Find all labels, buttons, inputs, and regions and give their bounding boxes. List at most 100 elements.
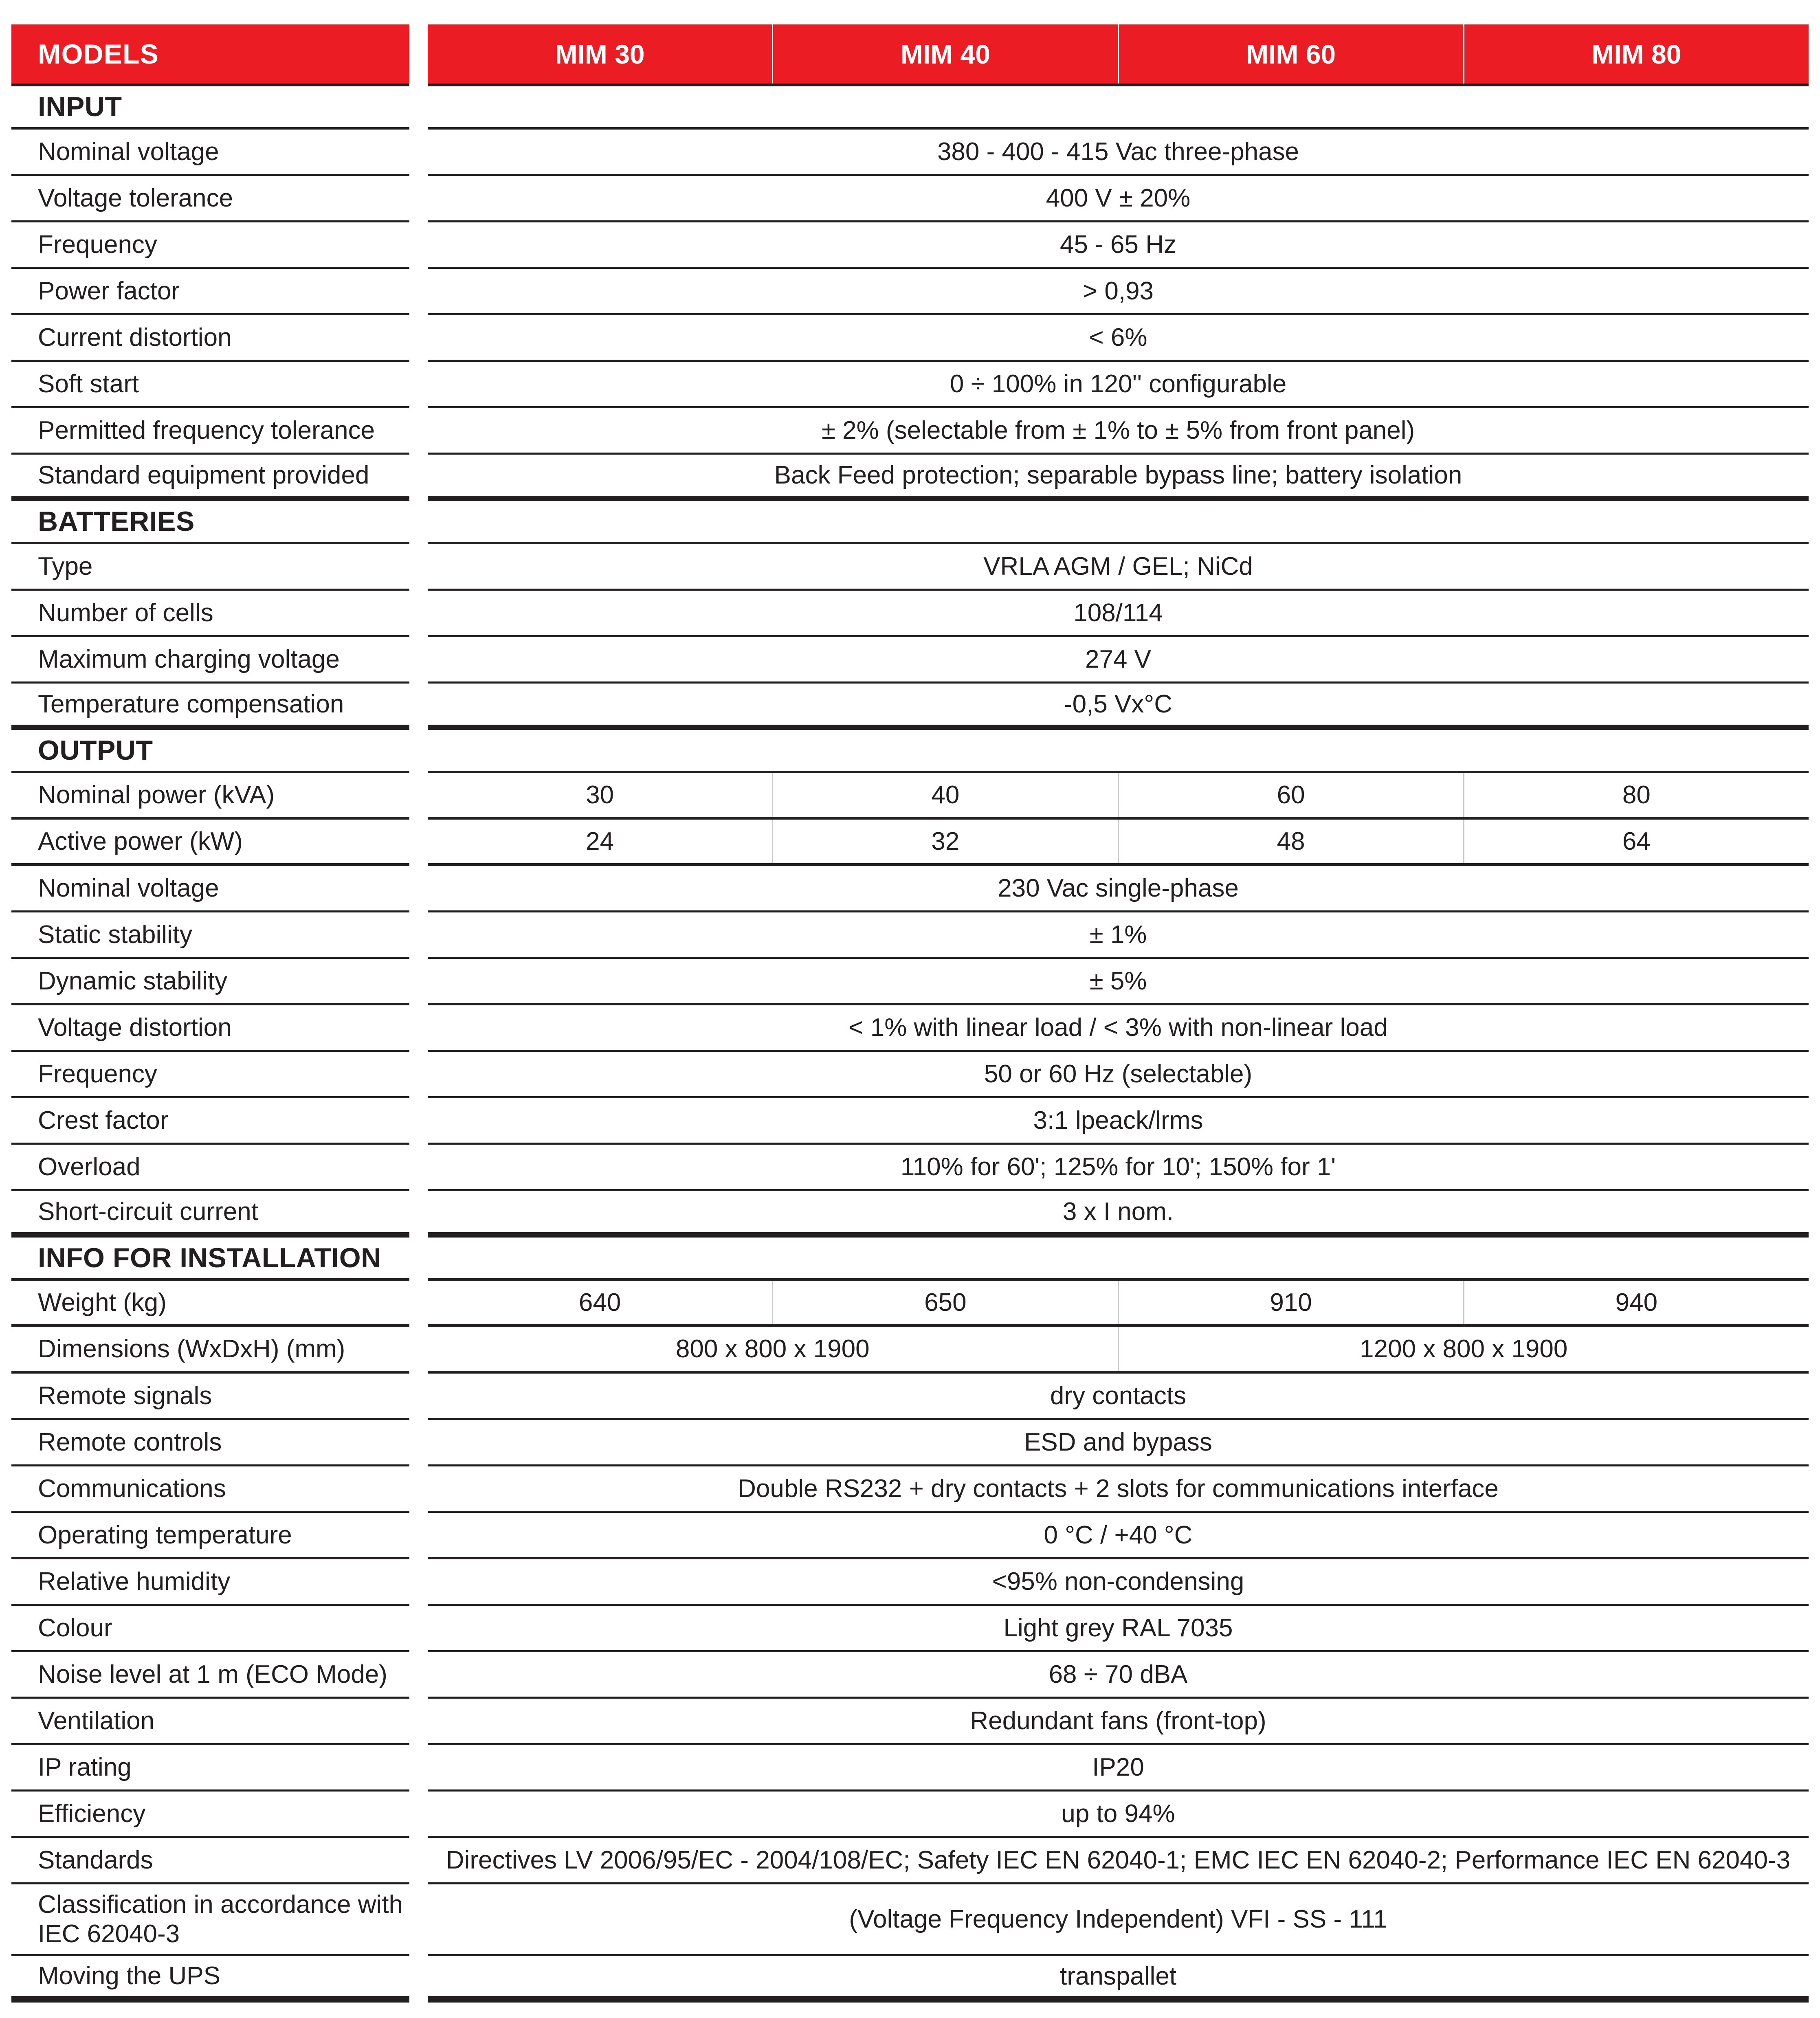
spec-label: Power factor <box>38 277 180 305</box>
spec-value: Back Feed protection; separable bypass l… <box>774 461 1462 489</box>
spec-value-cell: (Voltage Frequency Independent) VFI - SS… <box>428 1884 1809 1956</box>
column-gap <box>409 222 428 269</box>
spec-row: Temperature compensation -0,5 Vx°C <box>11 684 1809 730</box>
spec-row: Number of cells 108/114 <box>11 591 1809 637</box>
spec-label: Frequency <box>38 1060 157 1088</box>
spec-label-cell: Colour <box>11 1606 409 1652</box>
spec-label: Overload <box>38 1152 141 1181</box>
spec-row: Ventilation Redundant fans (front-top) <box>11 1699 1809 1745</box>
spec-value-cell: Redundant fans (front-top) <box>428 1699 1809 1745</box>
spec-row: Type VRLA AGM / GEL; NiCd <box>11 544 1809 591</box>
spec-value-mim30: 30 <box>586 781 614 809</box>
spec-label-cell: Voltage tolerance <box>11 176 409 222</box>
model-column-header-mim30: MIM 30 <box>555 39 645 69</box>
spec-value-mim80: 80 <box>1463 773 1809 817</box>
spec-label-cell: Nominal voltage <box>11 866 409 912</box>
column-gap <box>409 1281 428 1327</box>
models-header-label: MODELS <box>38 38 159 70</box>
spec-value-cell: 50 or 60 Hz (selectable) <box>428 1052 1809 1098</box>
column-gap <box>409 1098 428 1145</box>
column-gap <box>409 730 428 773</box>
spec-row: Frequency 50 or 60 Hz (selectable) <box>11 1052 1809 1098</box>
section-heading-input: INPUT <box>11 86 1809 130</box>
column-gap <box>409 1699 428 1745</box>
spec-label: Voltage tolerance <box>38 184 233 212</box>
section-heading-values-rule <box>428 86 1809 130</box>
column-gap <box>409 959 428 1005</box>
column-gap <box>409 1652 428 1699</box>
spec-value-mim40: 650 <box>772 1281 1117 1324</box>
spec-value: Redundant fans (front-top) <box>970 1707 1266 1735</box>
spec-value: 274 V <box>1085 645 1152 673</box>
spec-label: Weight (kg) <box>38 1288 167 1317</box>
spec-value-cell: < 1% with linear load / < 3% with non-li… <box>428 1005 1809 1052</box>
spec-row: Overload 110% for 60'; 125% for 10'; 150… <box>11 1145 1809 1191</box>
spec-label: Nominal power (kVA) <box>38 780 275 809</box>
spec-label-cell: Dynamic stability <box>11 959 409 1005</box>
spec-label-cell: Permitted frequency tolerance <box>11 408 409 455</box>
spec-label: Relative humidity <box>38 1567 231 1596</box>
spec-value-cell: -0,5 Vx°C <box>428 684 1809 730</box>
spec-label-cell: Temperature compensation <box>11 684 409 730</box>
spec-value-cell: ± 2% (selectable from ± 1% to ± 5% from … <box>428 408 1809 455</box>
spec-label: Crest factor <box>38 1106 169 1134</box>
section-title-cell: BATTERIES <box>11 501 409 544</box>
spec-value-cell: 3:1 lpeack/lrms <box>428 1098 1809 1145</box>
column-gap <box>409 1327 428 1374</box>
section-title: INFO FOR INSTALLATION <box>38 1242 381 1273</box>
column-gap <box>409 637 428 684</box>
spec-row-per-model: Active power (kW) 24 32 48 64 <box>11 820 1809 866</box>
spec-label-cell: Frequency <box>11 222 409 269</box>
column-gap <box>409 1792 428 1838</box>
spec-value-mim30: 24 <box>586 827 614 855</box>
spec-value: VRLA AGM / GEL; NiCd <box>983 552 1253 580</box>
spec-value-cell: up to 94% <box>428 1792 1809 1838</box>
spec-value-cell: Back Feed protection; separable bypass l… <box>428 455 1809 501</box>
column-gap <box>409 269 428 315</box>
column-gap <box>409 591 428 637</box>
column-gap <box>409 362 428 408</box>
spec-value-cell: > 0,93 <box>428 269 1809 315</box>
spec-label-cell: Efficiency <box>11 1792 409 1838</box>
spec-label: Current distortion <box>38 323 232 352</box>
spec-value: ± 1% <box>1089 921 1147 949</box>
column-gap <box>409 544 428 591</box>
spec-value: 50 or 60 Hz (selectable) <box>984 1060 1253 1088</box>
spec-row-per-model: Nominal power (kVA) 30 40 60 80 <box>11 773 1809 820</box>
spec-row: Relative humidity <95% non-condensing <box>11 1559 1809 1606</box>
spec-label: Frequency <box>38 230 157 259</box>
spec-value: ESD and bypass <box>1024 1428 1212 1456</box>
spec-row: Efficiency up to 94% <box>11 1792 1809 1838</box>
spec-label: Standard equipment provided <box>38 461 369 489</box>
section-heading-values-rule <box>428 1238 1809 1281</box>
spec-value-mim60: 60 <box>1117 773 1463 817</box>
column-gap <box>409 176 428 222</box>
spec-row: Standards Directives LV 2006/95/EC - 200… <box>11 1838 1809 1884</box>
column-gap <box>409 455 428 501</box>
spec-label-cell: Ventilation <box>11 1699 409 1745</box>
spec-values-grid: 640 650 910 940 <box>428 1281 1809 1327</box>
spec-row: IP rating IP20 <box>11 1745 1809 1792</box>
column-gap <box>409 86 428 130</box>
column-gap <box>409 912 428 959</box>
spec-value-cell: Light grey RAL 7035 <box>428 1606 1809 1652</box>
spec-row-per-model: Weight (kg) 640 650 910 940 <box>11 1281 1809 1327</box>
spec-label: Colour <box>38 1614 112 1642</box>
spec-value-mim40: 40 <box>772 773 1117 817</box>
spec-label-cell: Crest factor <box>11 1098 409 1145</box>
spec-values-grid: 800 x 800 x 1900 1200 x 800 x 1900 <box>428 1327 1809 1374</box>
spec-value: <95% non-condensing <box>992 1567 1244 1596</box>
spec-value: 0 °C / +40 °C <box>1044 1521 1193 1549</box>
spec-value: 110% for 60'; 125% for 10'; 150% for 1' <box>900 1153 1336 1181</box>
spec-label: Noise level at 1 m (ECO Mode) <box>38 1660 387 1688</box>
spec-value: > 0,93 <box>1082 277 1154 305</box>
section-title-cell: INPUT <box>11 86 409 130</box>
spec-label: Temperature compensation <box>38 690 344 718</box>
spec-value-mim30: 640 <box>578 1288 621 1317</box>
model-columns-header: MIM 30 MIM 40 MIM 60 MIM 80 <box>428 24 1809 86</box>
spec-value-mim30-40: 800 x 800 x 1900 <box>675 1335 870 1363</box>
spec-row: Static stability ± 1% <box>11 912 1809 959</box>
spec-value: Directives LV 2006/95/EC - 2004/108/EC; … <box>446 1846 1791 1874</box>
spec-label: Maximum charging voltage <box>38 645 340 673</box>
